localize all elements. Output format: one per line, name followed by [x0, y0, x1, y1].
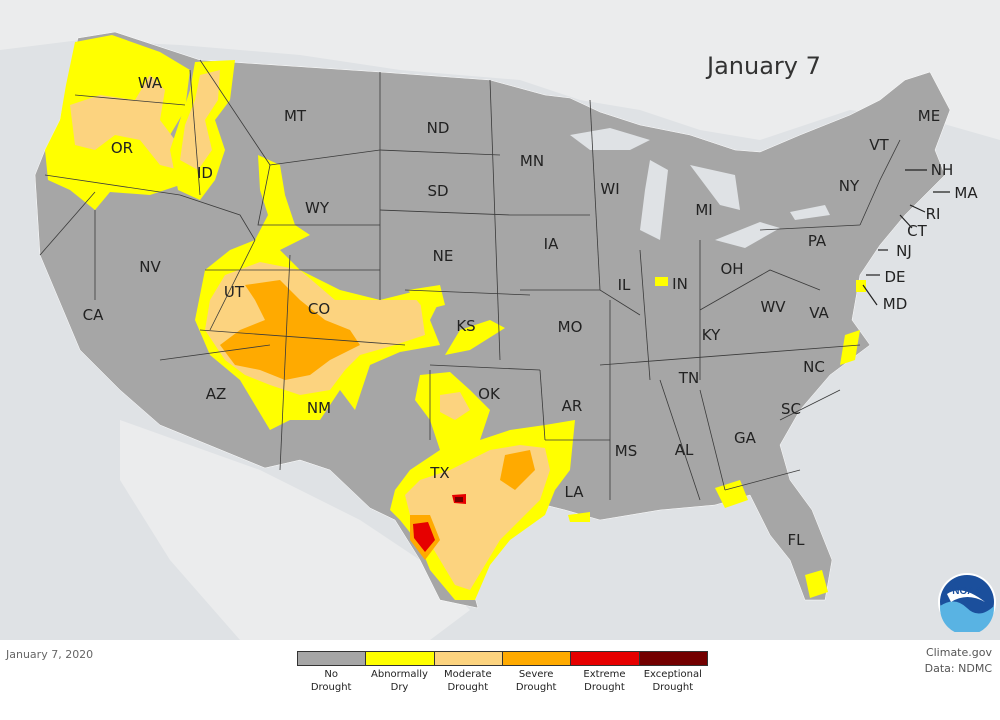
- state-label-wi: WI: [600, 180, 619, 198]
- drought-tx-d2: [500, 450, 535, 490]
- drought-id-d1: [180, 70, 220, 170]
- drought-in-d0: [655, 277, 668, 286]
- drought-ok-d1: [440, 392, 470, 420]
- state-label-nh: NH: [931, 161, 954, 179]
- state-label-wv: WV: [760, 298, 786, 316]
- state-label-il: IL: [618, 276, 631, 294]
- state-label-vt: VT: [869, 136, 889, 154]
- state-label-ma: MA: [954, 184, 978, 202]
- drought-map: WA OR CA ID NV MT WY UT AZ CO NM ND SD N…: [0, 0, 1000, 640]
- state-label-co: CO: [308, 300, 330, 318]
- legend-label-3: Severe Drought: [515, 669, 557, 693]
- lake-superior: [570, 128, 650, 150]
- drought-de-d0: [856, 280, 866, 292]
- drought-ga-d0: [715, 480, 748, 508]
- legend-bar: [297, 651, 708, 666]
- state-label-pa: PA: [808, 232, 827, 250]
- lake-michigan: [640, 160, 668, 240]
- state-label-mi: MI: [695, 201, 712, 219]
- legend-labels: No Drought Abnormally Dry Moderate Droug…: [297, 668, 707, 694]
- state-label-ok: OK: [478, 385, 501, 403]
- legend-swatch-4: [570, 652, 639, 665]
- label-leader-lines: [862, 169, 950, 306]
- noaa-logo: NOAA: [938, 573, 996, 632]
- legend-swatch-1: [365, 652, 434, 665]
- state-label-ut: UT: [224, 283, 245, 301]
- legend-label-2: Moderate Drought: [444, 669, 492, 693]
- drought-west-d2: [220, 280, 360, 380]
- state-label-tn: TN: [678, 369, 699, 387]
- state-label-la: LA: [565, 483, 585, 501]
- lake-erie: [715, 222, 780, 248]
- drought-va-d0: [840, 330, 860, 365]
- state-label-fl: FL: [788, 531, 806, 549]
- state-label-nv: NV: [139, 258, 161, 276]
- state-label-ri: RI: [926, 205, 941, 223]
- credit-line2: Data: NDMC: [924, 662, 992, 675]
- mexico-land: [120, 420, 470, 640]
- lake-huron: [690, 165, 740, 210]
- state-label-sd: SD: [427, 182, 448, 200]
- state-label-ky: KY: [702, 326, 721, 344]
- legend-label-5: Exceptional Drought: [643, 669, 702, 693]
- legend-label-0: No Drought: [310, 669, 352, 693]
- state-label-de: DE: [884, 268, 905, 286]
- legend-swatch-2: [433, 652, 502, 665]
- state-label-ar: AR: [562, 397, 583, 415]
- legend-swatch-0: [298, 652, 366, 665]
- legend-swatch-5: [638, 652, 707, 665]
- canada-land: [0, 0, 1000, 140]
- credit-block: Climate.gov Data: NDMC: [925, 645, 992, 677]
- state-label-mn: MN: [520, 152, 544, 170]
- state-label-sc: SC: [781, 400, 801, 418]
- state-label-mt: MT: [284, 107, 307, 125]
- drought-la-d0: [568, 512, 590, 522]
- state-label-nj: NJ: [896, 242, 912, 260]
- state-label-wy: WY: [305, 199, 330, 217]
- state-label-md: MD: [883, 295, 908, 313]
- noaa-logo-text: NOAA: [952, 586, 981, 597]
- drought-ks2-d0: [445, 320, 505, 355]
- state-label-nd: ND: [427, 119, 450, 137]
- state-label-ca: CA: [83, 306, 104, 324]
- state-boundaries: [39, 59, 901, 501]
- state-label-ne: NE: [433, 247, 454, 265]
- footer-date: January 7, 2020: [6, 648, 94, 661]
- state-labels: WA OR CA ID NV MT WY UT AZ CO NM ND SD N…: [83, 74, 979, 549]
- state-label-id: ID: [197, 164, 213, 182]
- legend-label-4: Extreme Drought: [583, 669, 626, 693]
- map-canvas: WA OR CA ID NV MT WY UT AZ CO NM ND SD N…: [0, 0, 1000, 640]
- state-label-ks: KS: [456, 317, 475, 335]
- credit-line1: Climate.gov: [925, 646, 992, 659]
- state-label-mo: MO: [558, 318, 583, 336]
- state-label-az: AZ: [206, 385, 227, 403]
- legend-label-1: Abnormally Dry: [371, 669, 428, 693]
- state-label-ct: CT: [907, 222, 927, 240]
- drought-fl-d0: [805, 570, 828, 598]
- state-label-ms: MS: [615, 442, 637, 460]
- drought-pnw-d1: [70, 75, 190, 170]
- state-label-nm: NM: [307, 399, 331, 417]
- legend-swatch-3: [501, 652, 571, 665]
- state-label-wa: WA: [138, 74, 163, 92]
- state-label-or: OR: [111, 139, 133, 157]
- lake-ontario: [790, 205, 830, 220]
- state-label-ia: IA: [544, 235, 559, 253]
- state-label-nc: NC: [803, 358, 825, 376]
- drought-tx-d4: [455, 497, 463, 502]
- state-label-in: IN: [672, 275, 688, 293]
- state-label-oh: OH: [720, 260, 743, 278]
- map-title: January 7: [707, 52, 821, 80]
- drought-tx-d3: [413, 522, 435, 552]
- state-label-va: VA: [809, 304, 829, 322]
- state-label-tx: TX: [429, 464, 449, 482]
- state-label-ga: GA: [734, 429, 757, 447]
- state-label-al: AL: [675, 441, 694, 459]
- state-label-ny: NY: [839, 177, 860, 195]
- state-label-me: ME: [918, 107, 940, 125]
